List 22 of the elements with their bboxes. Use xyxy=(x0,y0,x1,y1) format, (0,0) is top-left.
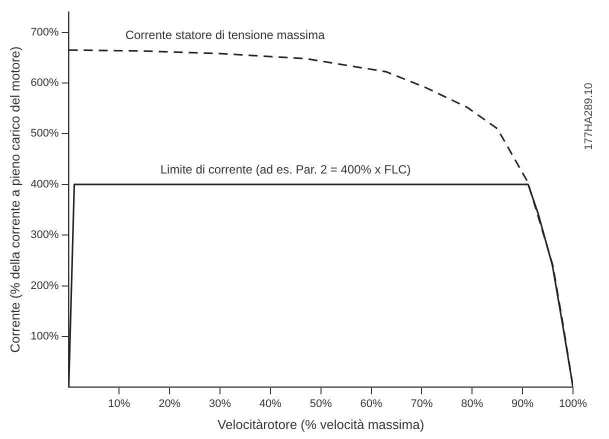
x-tick-label: 10% xyxy=(108,398,130,410)
y-tick-label: 100% xyxy=(30,330,59,343)
series-label: Limite di corrente (ad es. Par. 2 = 400% x FLC) xyxy=(160,162,411,177)
x-tick-label: 100% xyxy=(558,398,588,410)
x-tick-label: 80% xyxy=(461,398,484,410)
y-tick-label: 200% xyxy=(30,280,59,292)
x-tick-label: 20% xyxy=(158,398,181,410)
y-tick-label: 600% xyxy=(30,77,59,90)
x-tick-label: 30% xyxy=(209,398,232,410)
y-tick-label: 700% xyxy=(30,26,59,38)
x-tick-label: 90% xyxy=(512,398,534,410)
y-tick-label: 500% xyxy=(30,128,59,140)
y-tick-label: 400% xyxy=(30,178,59,190)
x-tick-label: 40% xyxy=(259,398,282,410)
y-axis-title: Corrente (% della corrente a pieno carico del motore) xyxy=(7,46,22,353)
x-axis-title: Velocitàrotore (% velocità massima) xyxy=(218,416,424,432)
x-tick-label: 70% xyxy=(410,398,433,410)
y-tick-label: 300% xyxy=(30,229,59,242)
text: 177HA289.10 xyxy=(583,82,595,150)
x-tick-label: 60% xyxy=(360,398,383,410)
x-tick-label: 50% xyxy=(310,398,332,410)
series-label: Corrente statore di tensione massima xyxy=(125,28,326,42)
